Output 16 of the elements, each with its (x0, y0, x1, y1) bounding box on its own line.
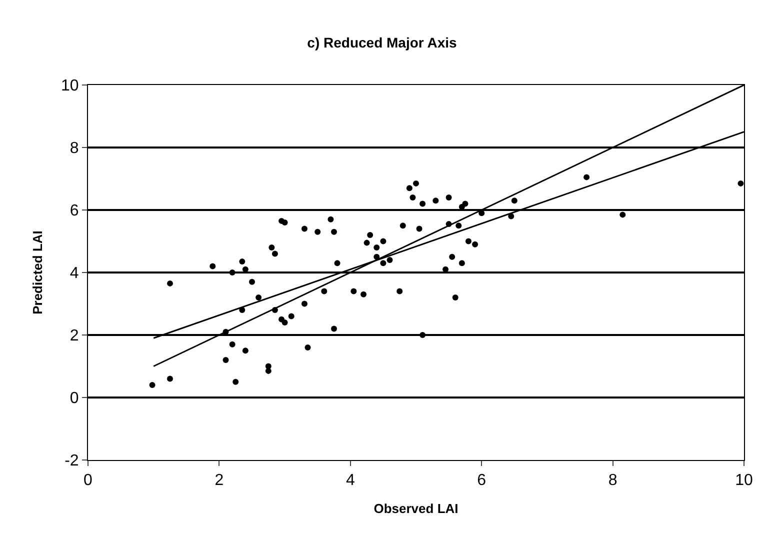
x-tick-label: 8 (608, 472, 618, 490)
y-tick-label: 10 (61, 78, 79, 95)
y-tick-label: 0 (70, 390, 79, 408)
x-tick-label: 0 (84, 472, 93, 490)
y-tick-label: 4 (70, 265, 79, 282)
y-tick-label: -2 (64, 452, 79, 470)
y-axis-title: Predicted LAI (30, 230, 45, 314)
chart-title: c) Reduced Major Axis (307, 34, 458, 51)
y-tick-label: 2 (70, 328, 79, 345)
y-tick-label: 6 (70, 202, 79, 220)
y-tick-label: 8 (70, 140, 79, 158)
x-tick-label: 10 (735, 472, 753, 490)
x-tick-label: 6 (477, 472, 486, 490)
x-tick-label: 4 (346, 472, 355, 490)
x-tick-label: 2 (214, 472, 224, 490)
x-axis-title: Observed LAI (374, 500, 458, 516)
